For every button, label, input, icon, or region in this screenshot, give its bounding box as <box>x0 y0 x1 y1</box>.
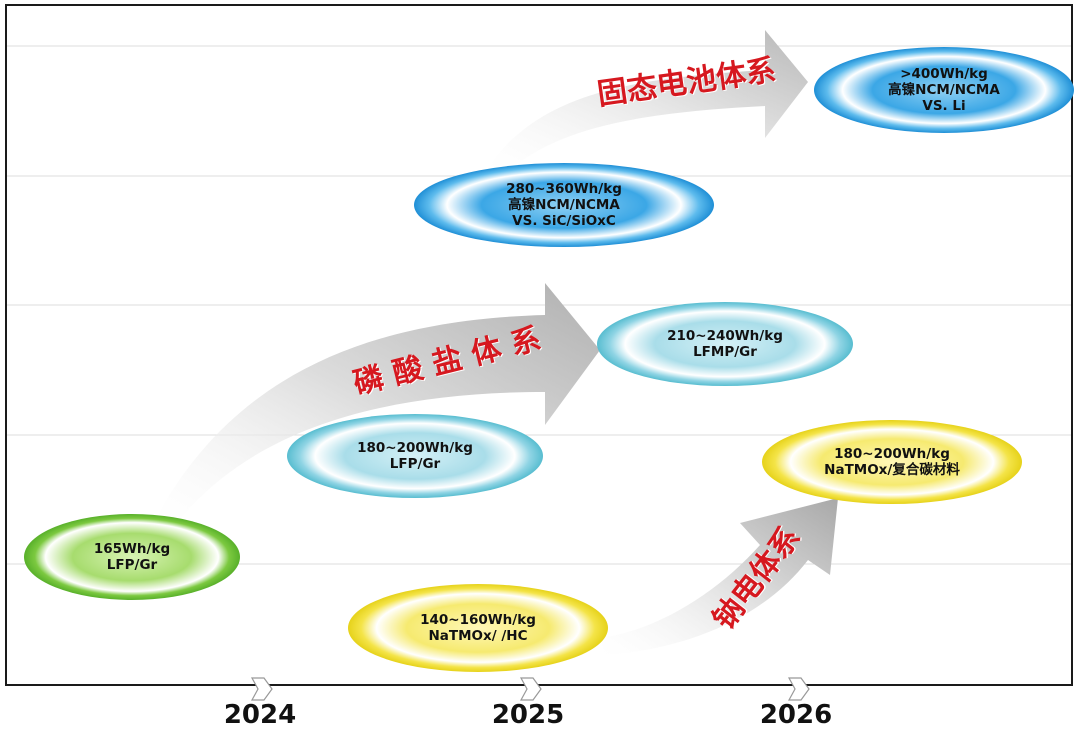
node-lfmp-capacity: 210~240Wh/kg <box>667 328 783 344</box>
sodium-route-arrow <box>600 498 838 655</box>
node-na-140-ellipse <box>348 584 608 672</box>
node-na-180-capacity: 180~200Wh/kg <box>834 446 950 462</box>
timeline-ticks <box>250 677 810 701</box>
node-lfp-180: 180~200Wh/kg LFP/Gr <box>315 434 515 478</box>
node-ncm-280-cathode: 高镍NCM/NCMA <box>508 197 620 213</box>
node-na-180-ellipse <box>762 420 1022 504</box>
node-lfmp-ellipse <box>597 302 853 386</box>
node-na-180: 180~200Wh/kg NaTMOx/复合碳材料 <box>782 440 1002 484</box>
node-lfp-165-ellipse <box>24 514 240 600</box>
node-na-180-chemistry: NaTMOx/复合碳材料 <box>824 462 960 478</box>
node-ncm-280-capacity: 280~360Wh/kg <box>506 181 622 197</box>
node-lfp-180-capacity: 180~200Wh/kg <box>357 440 473 456</box>
node-ncm-280-anode: VS. SiC/SiOxC <box>512 213 616 229</box>
solid-state-route-arrow <box>488 30 808 172</box>
node-lfp-165-chemistry: LFP/Gr <box>106 557 158 573</box>
year-label-2025: 2025 <box>491 700 565 730</box>
node-na-140: 140~160Wh/kg NaTMOx/ /HC <box>378 606 578 650</box>
phosphate-route-arrow <box>155 283 600 525</box>
node-lfmp-chemistry: LFMP/Gr <box>693 344 757 360</box>
node-ncm-400-capacity: >400Wh/kg <box>900 66 988 82</box>
node-ncm-400-cathode: 高镍NCM/NCMA <box>888 82 1000 98</box>
node-ncm-400-ellipse <box>814 47 1074 133</box>
node-lfp-180-chemistry: LFP/Gr <box>389 456 441 472</box>
node-ncm-280-ellipse <box>414 163 714 247</box>
node-ncm-400: >400Wh/kg 高镍NCM/NCMA VS. Li <box>844 62 1044 118</box>
node-na-140-capacity: 140~160Wh/kg <box>420 612 536 628</box>
node-na-140-chemistry: NaTMOx/ /HC <box>428 628 528 644</box>
node-lfp-180-ellipse <box>287 414 543 498</box>
node-ncm-280: 280~360Wh/kg 高镍NCM/NCMA VS. SiC/SiOxC <box>454 177 674 233</box>
node-lfp-165-capacity: 165Wh/kg <box>93 541 171 557</box>
node-ncm-400-anode: VS. Li <box>922 98 966 114</box>
node-lfmp: 210~240Wh/kg LFMP/Gr <box>625 322 825 366</box>
node-lfp-165: 165Wh/kg LFP/Gr <box>52 535 212 579</box>
year-label-2024: 2024 <box>223 700 297 730</box>
year-label-2026: 2026 <box>759 700 833 730</box>
